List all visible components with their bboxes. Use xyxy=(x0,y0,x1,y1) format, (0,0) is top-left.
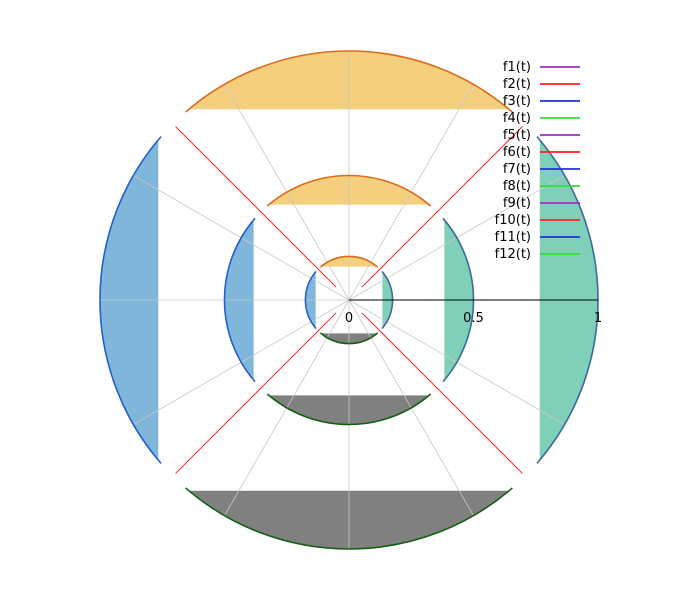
legend-label: f3(t) xyxy=(503,94,531,109)
radial-axis: 0 0.5 1 xyxy=(345,299,602,326)
legend-label: f8(t) xyxy=(503,179,531,194)
arc-bottom-ring-2 xyxy=(266,393,432,426)
legend-label: f11(t) xyxy=(495,230,531,245)
arc-left-ring-3 xyxy=(99,136,162,464)
arc-bottom-ring-3 xyxy=(185,487,513,550)
legend-label: f1(t) xyxy=(503,60,531,75)
legend-label: f4(t) xyxy=(503,111,531,126)
diagonal-line-45 xyxy=(361,126,523,288)
legend-label: f2(t) xyxy=(503,77,531,92)
radial-tick-label: 0 xyxy=(345,311,353,326)
legend: f1(t) f2(t) f3(t) f4(t) f5(t) f6(t) f7(t) f8(t)… xyxy=(495,60,580,262)
arc-left-ring-2 xyxy=(223,217,256,383)
diagonal-line-135 xyxy=(175,126,337,288)
legend-label: f5(t) xyxy=(503,128,531,143)
arc-top-ring-3 xyxy=(185,50,513,113)
legend-label: f6(t) xyxy=(503,145,531,160)
legend-label: f10(t) xyxy=(495,213,531,228)
arc-top-ring-1 xyxy=(319,255,379,268)
arc-left-ring-1 xyxy=(304,270,317,330)
legend-label: f7(t) xyxy=(503,162,531,177)
radial-tick-label: 0.5 xyxy=(463,311,484,326)
arc-bottom-ring-1 xyxy=(319,332,379,345)
arc-top-ring-2 xyxy=(266,174,432,207)
legend-label: f9(t) xyxy=(503,196,531,211)
radial-tick-label: 1 xyxy=(594,311,602,326)
legend-label: f12(t) xyxy=(495,247,531,262)
diagonal-line-225 xyxy=(175,312,337,474)
diagonal-line-315 xyxy=(361,312,523,474)
diagonal-lines xyxy=(175,126,523,474)
